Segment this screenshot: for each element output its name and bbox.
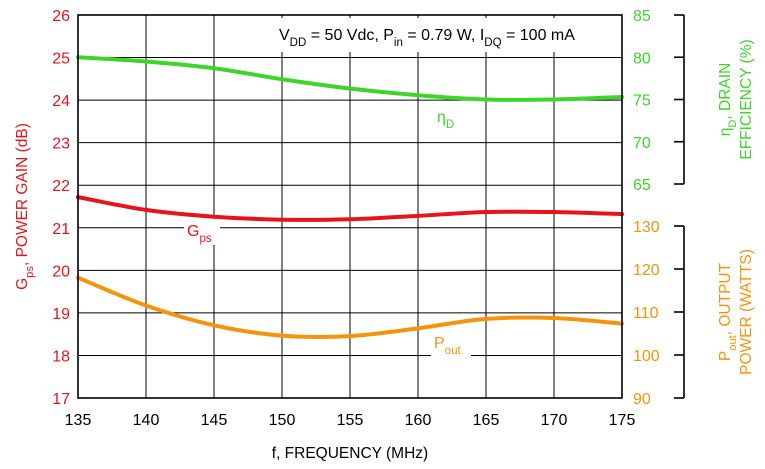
x-tick-label: 150 (269, 412, 296, 429)
right-axes (674, 14, 685, 399)
y-left-tick-label: 17 (52, 391, 70, 408)
x-tick-label: 165 (473, 412, 500, 429)
y-right-lower-tick-label: 130 (633, 219, 660, 236)
y-right-lower-axis-title-line2: POWER (WATTS) (738, 249, 755, 375)
y-left-tick-label: 21 (52, 221, 70, 238)
series-label-pout: Pout (434, 335, 461, 357)
y-right-lower-tick-label: 100 (633, 348, 660, 365)
series-label-eta-d: ηD (437, 109, 454, 131)
series-line-pout (76, 275, 624, 339)
x-axis-title: f, FREQUENCY (MHz) (272, 445, 428, 462)
y-right-upper-tick-label: 80 (633, 50, 651, 67)
x-tick-label: 160 (405, 412, 432, 429)
y-right-upper-tick-label: 70 (633, 135, 651, 152)
y-left-tick-label: 18 (52, 348, 70, 365)
y-left-tick-label: 23 (52, 136, 70, 153)
series-label-background (431, 331, 471, 357)
y-left-tick-label: 22 (52, 178, 70, 195)
x-tick-label: 140 (133, 412, 160, 429)
y-left-tick-label: 25 (52, 51, 70, 68)
y-right-upper-tick-label: 85 (633, 8, 651, 25)
y-right-lower-tick-label: 110 (633, 305, 659, 322)
series-line-gps (76, 195, 624, 222)
series-label-background (184, 219, 220, 245)
y-left-tick-label: 20 (52, 263, 70, 280)
y-right-upper-axis-title-line1: ηD, DRAIN (717, 63, 739, 137)
y-right-upper-tick-label: 65 (633, 177, 651, 194)
series-label-background (434, 105, 466, 131)
series-lines: ηD Gps Pout (76, 55, 624, 357)
series-label-gps: Gps (187, 223, 212, 245)
plot-frame (77, 14, 623, 399)
y-right-lower-tick-label: 90 (633, 391, 651, 408)
grid-lines: VDD = 50 Vdc, Pin = 0.79 W, IDQ = 100 mA (78, 15, 622, 398)
conditions-text: VDD = 50 Vdc, Pin = 0.79 W, IDQ = 100 mA (279, 27, 575, 49)
x-tick-label: 135 (65, 412, 92, 429)
axis-titles: f, FREQUENCY (MHz) Gps, POWER GAIN (dB) ηD… (14, 39, 755, 462)
conditions-background (272, 18, 618, 52)
x-tick-label: 175 (609, 412, 636, 429)
x-tick-label: 170 (541, 412, 568, 429)
series-line-eta-d (76, 55, 624, 102)
y-left-tick-label: 24 (52, 93, 70, 110)
y-left-tick-label: 19 (52, 306, 70, 323)
y-right-upper-axis-title-line2: EFFICIENCY (%) (738, 39, 755, 159)
y-right-lower-axis-title-line1: Pout, OUTPUT (717, 262, 739, 361)
x-tick-label: 155 (337, 412, 364, 429)
y-left-axis-title: Gps, POWER GAIN (dB) (14, 123, 36, 290)
tick-labels: 135 140 145 150 155 160 165 170 175 17 18 19 20 21 22 2… (52, 8, 660, 429)
x-tick-label: 145 (201, 412, 228, 429)
y-left-tick-label: 26 (52, 8, 70, 25)
y-right-lower-tick-label: 120 (633, 262, 660, 279)
y-right-upper-tick-label: 75 (633, 93, 651, 110)
